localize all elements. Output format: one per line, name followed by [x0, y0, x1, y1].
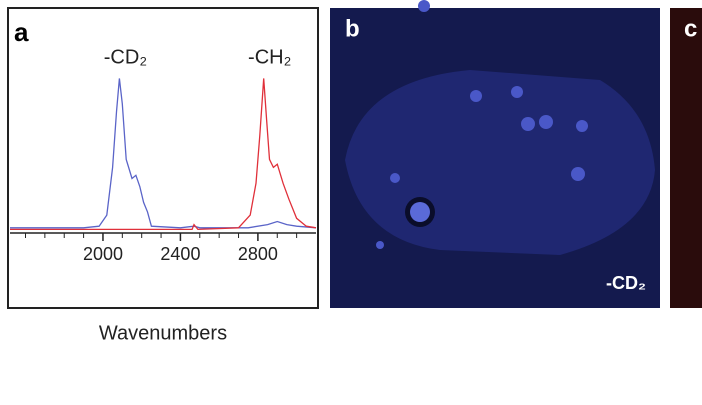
- x-tick-label: 2400: [160, 244, 200, 264]
- panel-label: c: [684, 15, 697, 42]
- micrograph-c: [670, 8, 702, 308]
- droplet: [410, 202, 430, 222]
- peak-label: -CH₂: [248, 46, 291, 68]
- droplet: [521, 117, 535, 131]
- x-tick-label: 2800: [238, 244, 278, 264]
- panel-a-frame: [7, 7, 319, 309]
- droplet: [511, 86, 523, 98]
- droplet: [376, 241, 384, 249]
- panel-b: b -CD₂: [330, 0, 660, 308]
- droplet: [539, 115, 553, 129]
- cell: [345, 70, 655, 255]
- panel-label: b: [345, 15, 360, 42]
- droplet: [470, 90, 482, 102]
- panel-annotation: -CD₂: [606, 273, 646, 293]
- peak-label: -CD₂: [104, 46, 147, 68]
- spectrum-line: [10, 78, 317, 231]
- droplet: [571, 167, 585, 181]
- panel-label: a: [14, 17, 29, 47]
- panel-c: c: [670, 8, 702, 308]
- x-axis-label: Wavenumbers: [99, 322, 227, 344]
- droplet: [576, 120, 588, 132]
- droplet: [418, 0, 430, 12]
- x-tick-label: 2000: [83, 244, 123, 264]
- spectrum-line: [10, 78, 317, 229]
- droplet: [390, 173, 400, 183]
